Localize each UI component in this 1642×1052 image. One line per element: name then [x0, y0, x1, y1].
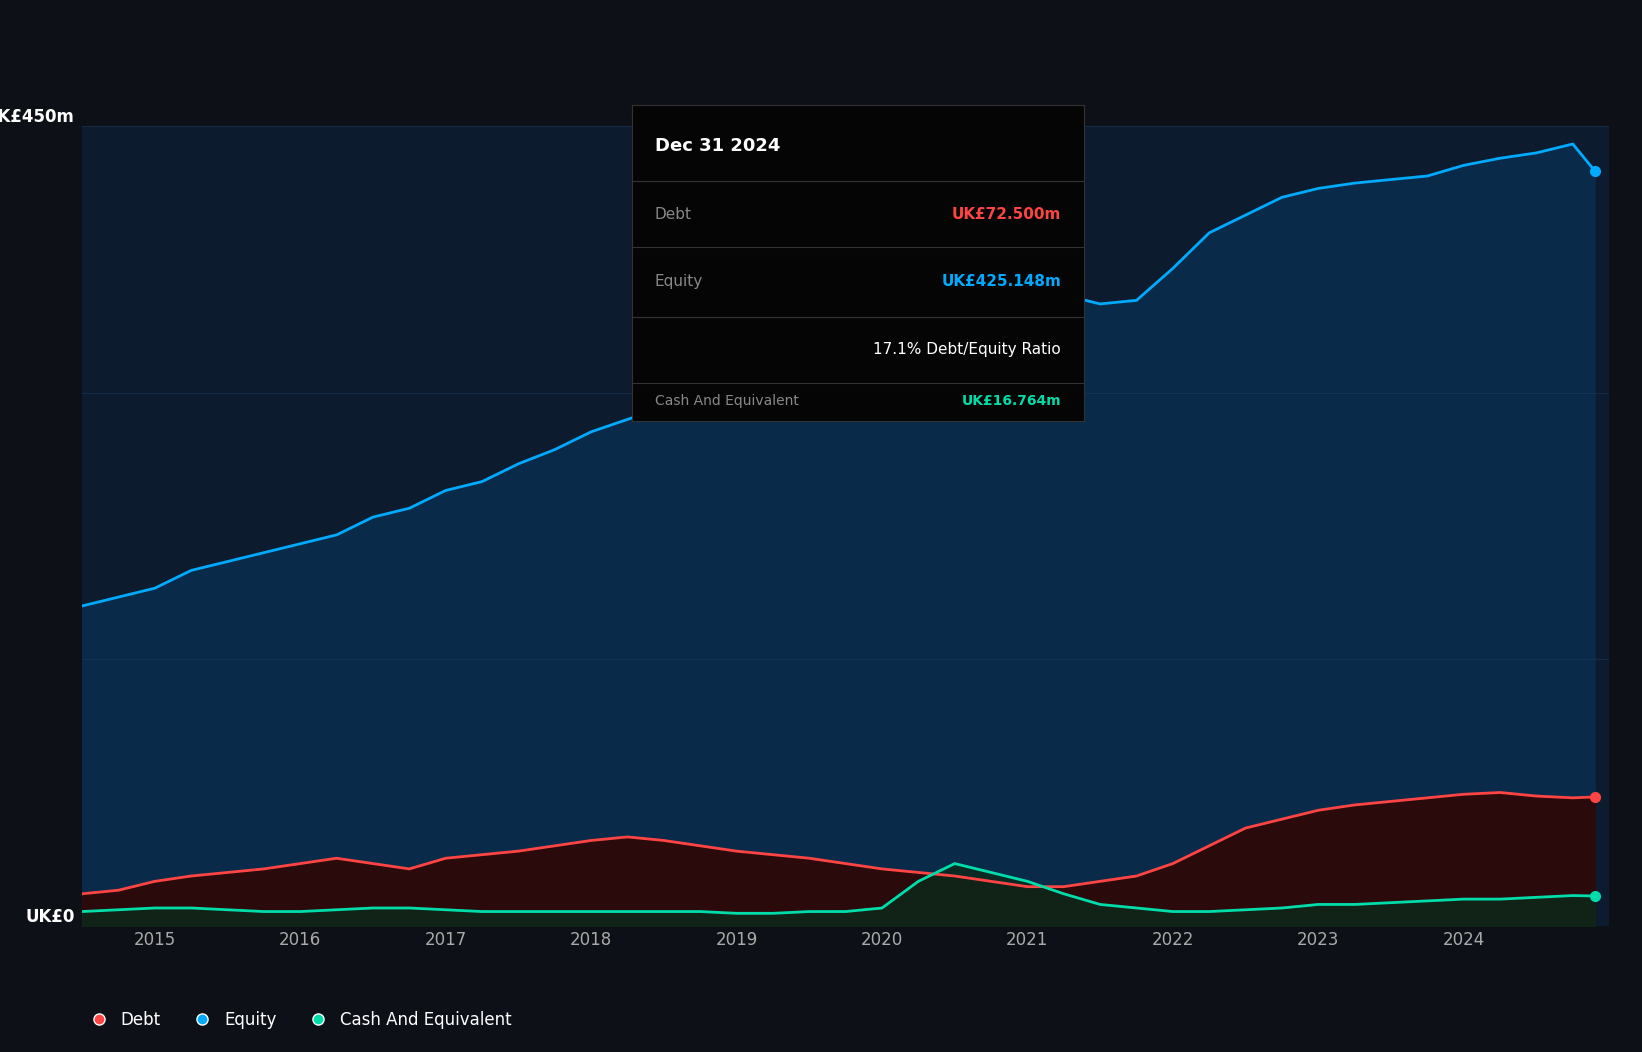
- Text: UK£72.500m: UK£72.500m: [952, 206, 1061, 222]
- Legend: Debt, Equity, Cash And Equivalent: Debt, Equity, Cash And Equivalent: [90, 1011, 511, 1029]
- Text: Dec 31 2024: Dec 31 2024: [655, 137, 780, 155]
- Text: UK£425.148m: UK£425.148m: [941, 275, 1061, 289]
- Text: UK£16.764m: UK£16.764m: [962, 394, 1061, 408]
- Text: 17.1% Debt/Equity Ratio: 17.1% Debt/Equity Ratio: [874, 342, 1061, 358]
- Text: UK£450m: UK£450m: [0, 108, 74, 126]
- Text: Debt: Debt: [655, 206, 691, 222]
- Text: Equity: Equity: [655, 275, 703, 289]
- Text: Cash And Equivalent: Cash And Equivalent: [655, 394, 798, 408]
- Text: UK£0: UK£0: [25, 908, 74, 926]
